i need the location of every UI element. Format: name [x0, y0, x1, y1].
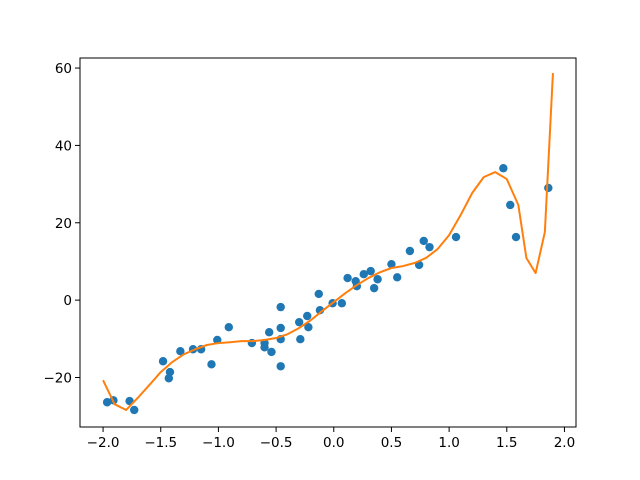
scatter-point	[366, 266, 375, 276]
scatter-point	[544, 183, 553, 193]
scatter-point	[102, 398, 112, 407]
scatter-point	[499, 164, 508, 173]
scatter-point	[303, 311, 312, 321]
y-tick-label: 20	[55, 216, 72, 232]
scatter-point	[260, 343, 269, 352]
x-tick-label: 1.0	[438, 435, 459, 451]
scatter-point	[511, 232, 521, 242]
scatter-point	[276, 362, 285, 371]
scatter-point	[130, 405, 139, 415]
scatter-point	[267, 347, 276, 357]
scatter-point	[207, 360, 216, 369]
x-tick-label: −1.0	[202, 435, 235, 451]
scatter-point	[405, 246, 415, 256]
scatter-point	[224, 323, 233, 332]
scatter-point	[337, 299, 347, 308]
scatter-point	[164, 374, 174, 383]
scatter-point	[393, 273, 402, 282]
scatter-point	[451, 232, 461, 242]
scatter-point	[276, 323, 285, 333]
y-tick-label: 60	[55, 61, 72, 77]
scatter-point	[373, 275, 382, 284]
x-tick-label: −2.0	[87, 435, 120, 451]
scatter-point	[276, 302, 285, 312]
y-tick-label: 0	[63, 293, 72, 309]
x-tick-label: 1.5	[496, 435, 517, 451]
scatter-point	[264, 328, 274, 337]
scatter-point	[387, 259, 396, 269]
y-tick-label: 40	[55, 138, 72, 154]
x-tick-label: 0.5	[381, 435, 402, 451]
scatter-point	[343, 273, 352, 283]
x-tick-label: −1.5	[144, 435, 177, 451]
scatter-point	[506, 200, 515, 210]
scatter-point	[158, 357, 168, 366]
scatter-point	[314, 289, 323, 299]
scatter-point	[425, 242, 434, 252]
plot-frame	[79, 57, 577, 428]
scatter-point	[176, 346, 185, 356]
scatter-point	[369, 283, 379, 293]
scatter-point	[294, 317, 304, 327]
x-tick-label: 0.0	[323, 435, 344, 451]
scatter-point	[359, 270, 368, 279]
x-tick-label: −0.5	[260, 435, 293, 451]
scatter-point	[296, 334, 305, 344]
scatter-point	[304, 323, 313, 332]
y-tick-label: −20	[44, 370, 73, 386]
scatter-point	[419, 236, 428, 246]
line	[102, 73, 554, 411]
x-tick-label: 2.0	[554, 435, 575, 451]
